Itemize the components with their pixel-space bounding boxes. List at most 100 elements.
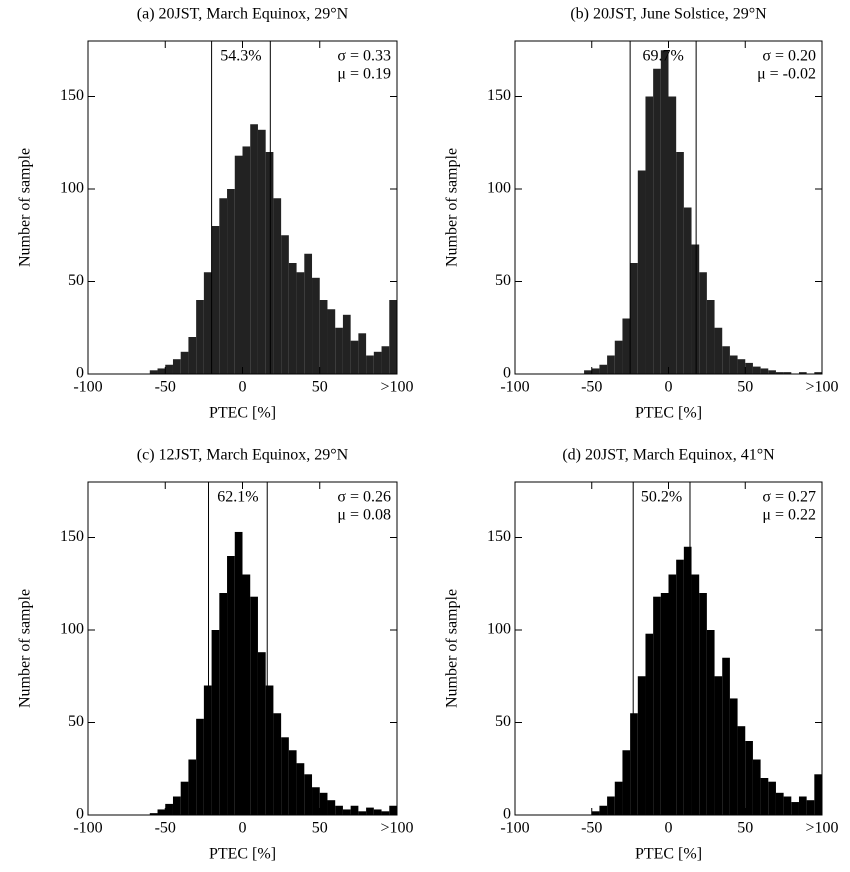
x-tick-label: 0: [665, 379, 673, 396]
bar: [783, 796, 792, 815]
bar: [335, 327, 343, 374]
bar: [389, 300, 397, 374]
x-tick-label: 0: [239, 820, 247, 837]
bar: [637, 676, 646, 815]
bar: [288, 263, 297, 374]
y-axis-label: Number of sample: [17, 148, 34, 267]
bar: [373, 351, 382, 374]
bar: [250, 596, 258, 815]
bar: [691, 244, 700, 374]
percentage-label: 69.7%: [642, 48, 683, 65]
bar: [250, 124, 258, 374]
bar: [791, 802, 799, 815]
bar: [760, 778, 769, 815]
bar: [645, 633, 654, 815]
y-tick-label: 100: [60, 621, 84, 638]
bar: [381, 811, 390, 815]
x-tick-label: -50: [155, 379, 176, 396]
bar: [373, 809, 382, 815]
bar: [729, 698, 738, 815]
bar: [722, 657, 730, 815]
bar: [622, 750, 631, 815]
x-axis-label: PTEC [%]: [635, 846, 702, 863]
bar: [149, 813, 158, 815]
x-tick-label: 50: [737, 820, 753, 837]
bar: [219, 198, 228, 374]
bar: [676, 559, 684, 815]
y-axis-label: Number of sample: [444, 589, 461, 708]
bar: [699, 593, 707, 815]
x-tick-label: -50: [581, 379, 602, 396]
bar: [783, 372, 792, 374]
y-tick-label: 0: [503, 365, 511, 382]
bar: [350, 340, 359, 374]
x-tick-label: 0: [239, 379, 247, 396]
panel-title: (d) 20JST, March Equinox, 41°N: [562, 447, 775, 464]
bar: [683, 207, 692, 374]
bar: [599, 364, 608, 374]
bar: [722, 346, 730, 374]
y-tick-label: 150: [60, 528, 84, 545]
bar: [699, 272, 707, 374]
bar: [668, 96, 677, 374]
bar: [273, 713, 282, 815]
bar: [350, 805, 359, 815]
x-axis-label: PTEC [%]: [635, 405, 702, 422]
bar: [211, 630, 220, 815]
bar: [622, 318, 631, 374]
y-tick-label: 150: [60, 87, 84, 104]
mu-label: μ = 0.22: [762, 507, 816, 524]
bar: [227, 556, 235, 815]
bar: [706, 300, 715, 374]
bar: [714, 676, 723, 815]
y-tick-label: 150: [487, 528, 511, 545]
sigma-label: σ = 0.26: [337, 489, 391, 506]
bar: [172, 796, 181, 815]
bar: [304, 774, 313, 815]
bar: [203, 685, 212, 815]
bar: [157, 368, 166, 374]
bar: [768, 370, 776, 374]
bar: [630, 263, 638, 374]
bar: [149, 370, 158, 374]
y-tick-label: 150: [487, 87, 511, 104]
panel-title: (b) 20JST, June Solstice, 29°N: [570, 6, 767, 23]
bar: [599, 805, 608, 815]
bar: [607, 796, 615, 815]
bar: [234, 155, 243, 374]
bar: [745, 362, 753, 374]
percentage-label: 62.1%: [217, 489, 258, 506]
x-axis-label: PTEC [%]: [209, 846, 276, 863]
bar: [165, 364, 173, 374]
bar: [584, 370, 592, 374]
bar: [342, 809, 351, 815]
y-tick-label: 100: [487, 621, 511, 638]
bar: [591, 811, 600, 815]
bar: [319, 792, 328, 815]
bar: [265, 152, 274, 374]
bar: [257, 129, 266, 374]
y-tick-label: 50: [495, 272, 511, 289]
bar: [660, 50, 669, 374]
bar: [281, 737, 289, 815]
bar: [745, 741, 753, 815]
bar: [180, 781, 189, 815]
x-tick-label: 50: [312, 379, 328, 396]
bar: [188, 337, 197, 374]
bar: [327, 309, 336, 374]
bar: [358, 333, 367, 374]
bar: [607, 355, 615, 374]
bar: [335, 805, 343, 815]
x-axis-label: PTEC [%]: [209, 405, 276, 422]
x-tick-label: 50: [312, 820, 328, 837]
bar: [806, 800, 815, 815]
bar: [196, 718, 204, 815]
bar: [752, 366, 761, 374]
bar: [614, 781, 623, 815]
bar: [798, 372, 807, 374]
bar: [814, 774, 822, 815]
bar: [366, 807, 374, 815]
sigma-label: σ = 0.27: [762, 489, 816, 506]
bar: [342, 314, 351, 374]
